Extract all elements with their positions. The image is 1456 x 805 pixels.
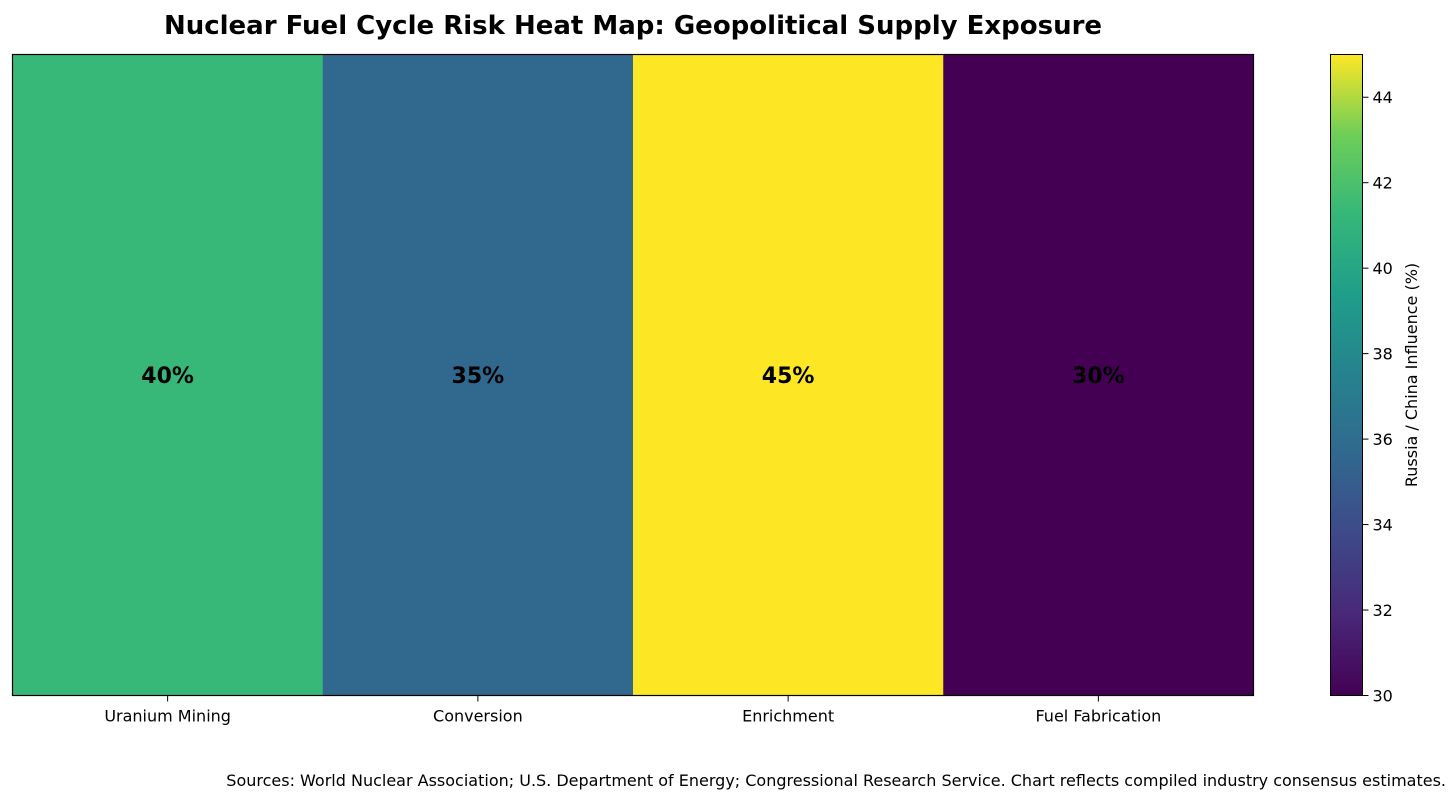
x-axis: Uranium Mining Conversion Enrichment Fuel F… <box>104 695 1161 726</box>
cell-value-label: 45% <box>762 364 815 389</box>
colorbar-tick-label: 40 <box>1373 259 1393 278</box>
colorbar-tick-label: 42 <box>1373 174 1393 193</box>
colorbar-tick-label: 44 <box>1373 88 1393 107</box>
plot-frame <box>11 53 1255 697</box>
colorbar-tick-label: 38 <box>1373 345 1393 364</box>
cell-value-label: 35% <box>452 364 505 389</box>
heatmap-cell <box>12 54 324 696</box>
x-tick-label: Enrichment <box>742 707 834 726</box>
colorbar <box>1330 54 1363 696</box>
x-tick-label: Conversion <box>433 707 523 726</box>
chart-title: Nuclear Fuel Cycle Risk Heat Map: Geopol… <box>164 11 1102 41</box>
heatmap-cells: 40% 35% 45% 30% <box>12 54 1254 696</box>
colorbar-axis: 30 32 34 36 38 40 42 44 <box>1362 88 1393 706</box>
cell-value-label: 40% <box>141 364 194 389</box>
colorbar-tick-label: 30 <box>1373 687 1393 706</box>
colorbar-tick-label: 34 <box>1373 516 1393 535</box>
heatmap-cell <box>943 54 1254 696</box>
x-tick-label: Fuel Fabrication <box>1035 707 1161 726</box>
colorbar-tick-label: 36 <box>1373 430 1393 449</box>
heatmap-cell <box>322 54 634 696</box>
colorbar-tick-label: 32 <box>1373 601 1393 620</box>
heatmap-cell <box>633 54 944 696</box>
x-tick-label: Uranium Mining <box>104 707 231 726</box>
colorbar-label: Russia / China Influence (%) <box>1402 263 1421 487</box>
cell-value-label: 30% <box>1072 364 1125 389</box>
source-note: Sources: World Nuclear Association; U.S.… <box>226 771 1446 790</box>
